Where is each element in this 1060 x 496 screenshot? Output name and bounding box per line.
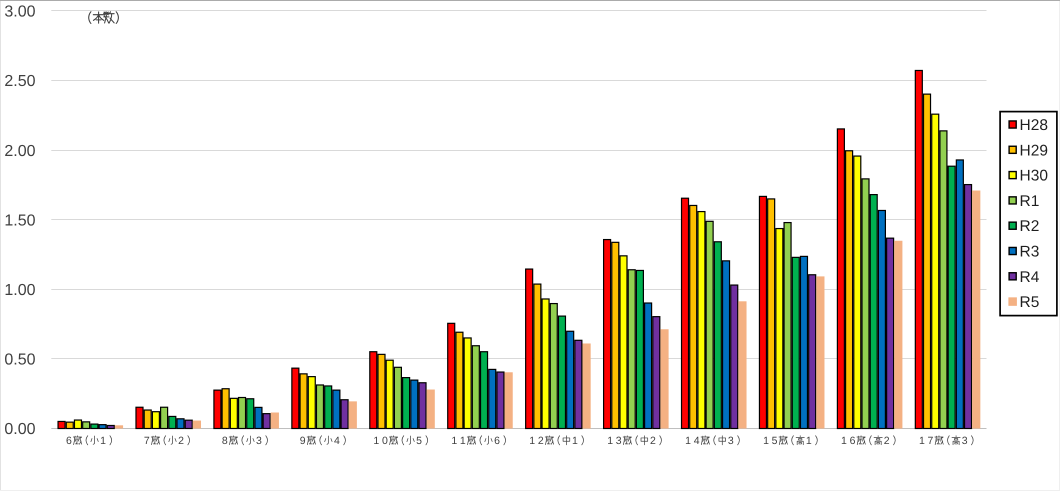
svg-text:1: 1 — [451, 435, 457, 447]
svg-text:3: 3 — [616, 435, 622, 447]
svg-text:4: 4 — [334, 435, 340, 447]
svg-text:H29: H29 — [1020, 142, 1048, 159]
svg-text:1: 1 — [919, 435, 925, 447]
svg-text:H28: H28 — [1020, 117, 1048, 134]
svg-text:3: 3 — [962, 435, 968, 447]
svg-text:5: 5 — [772, 435, 778, 447]
svg-text:7: 7 — [144, 435, 150, 447]
svg-text:1: 1 — [529, 435, 535, 447]
svg-text:3: 3 — [256, 435, 262, 447]
svg-text:0.50: 0.50 — [4, 352, 35, 369]
svg-text:3: 3 — [728, 435, 734, 447]
svg-text:5: 5 — [416, 435, 422, 447]
svg-text:1: 1 — [572, 435, 578, 447]
svg-text:1: 1 — [841, 435, 847, 447]
svg-text:1: 1 — [373, 435, 379, 447]
svg-text:2.00: 2.00 — [4, 143, 35, 160]
svg-text:3.00: 3.00 — [4, 4, 35, 21]
svg-text:1.00: 1.00 — [4, 282, 35, 299]
svg-text:R4: R4 — [1020, 269, 1040, 286]
svg-text:6: 6 — [850, 435, 856, 447]
svg-text:1: 1 — [100, 435, 106, 447]
svg-text:1: 1 — [806, 435, 812, 447]
svg-text:1: 1 — [607, 435, 613, 447]
svg-text:9: 9 — [300, 435, 306, 447]
svg-text:8: 8 — [222, 435, 228, 447]
svg-text:0.00: 0.00 — [4, 421, 35, 438]
svg-text:1: 1 — [763, 435, 769, 447]
svg-text:6: 6 — [66, 435, 72, 447]
svg-text:1.50: 1.50 — [4, 212, 35, 229]
svg-text:4: 4 — [694, 435, 700, 447]
svg-text:H30: H30 — [1020, 168, 1049, 185]
svg-text:R3: R3 — [1020, 244, 1040, 261]
svg-text:2: 2 — [538, 435, 544, 447]
svg-text:6: 6 — [494, 435, 500, 447]
svg-text:R5: R5 — [1020, 294, 1040, 311]
svg-text:2: 2 — [884, 435, 890, 447]
svg-text:R2: R2 — [1020, 218, 1040, 235]
svg-text:R1: R1 — [1020, 193, 1040, 210]
svg-text:2: 2 — [178, 435, 184, 447]
svg-text:7: 7 — [928, 435, 934, 447]
svg-text:1: 1 — [460, 435, 466, 447]
svg-text:0: 0 — [382, 435, 388, 447]
svg-text:1: 1 — [685, 435, 691, 447]
svg-text:2.50: 2.50 — [4, 73, 35, 90]
svg-text:2: 2 — [650, 435, 656, 447]
